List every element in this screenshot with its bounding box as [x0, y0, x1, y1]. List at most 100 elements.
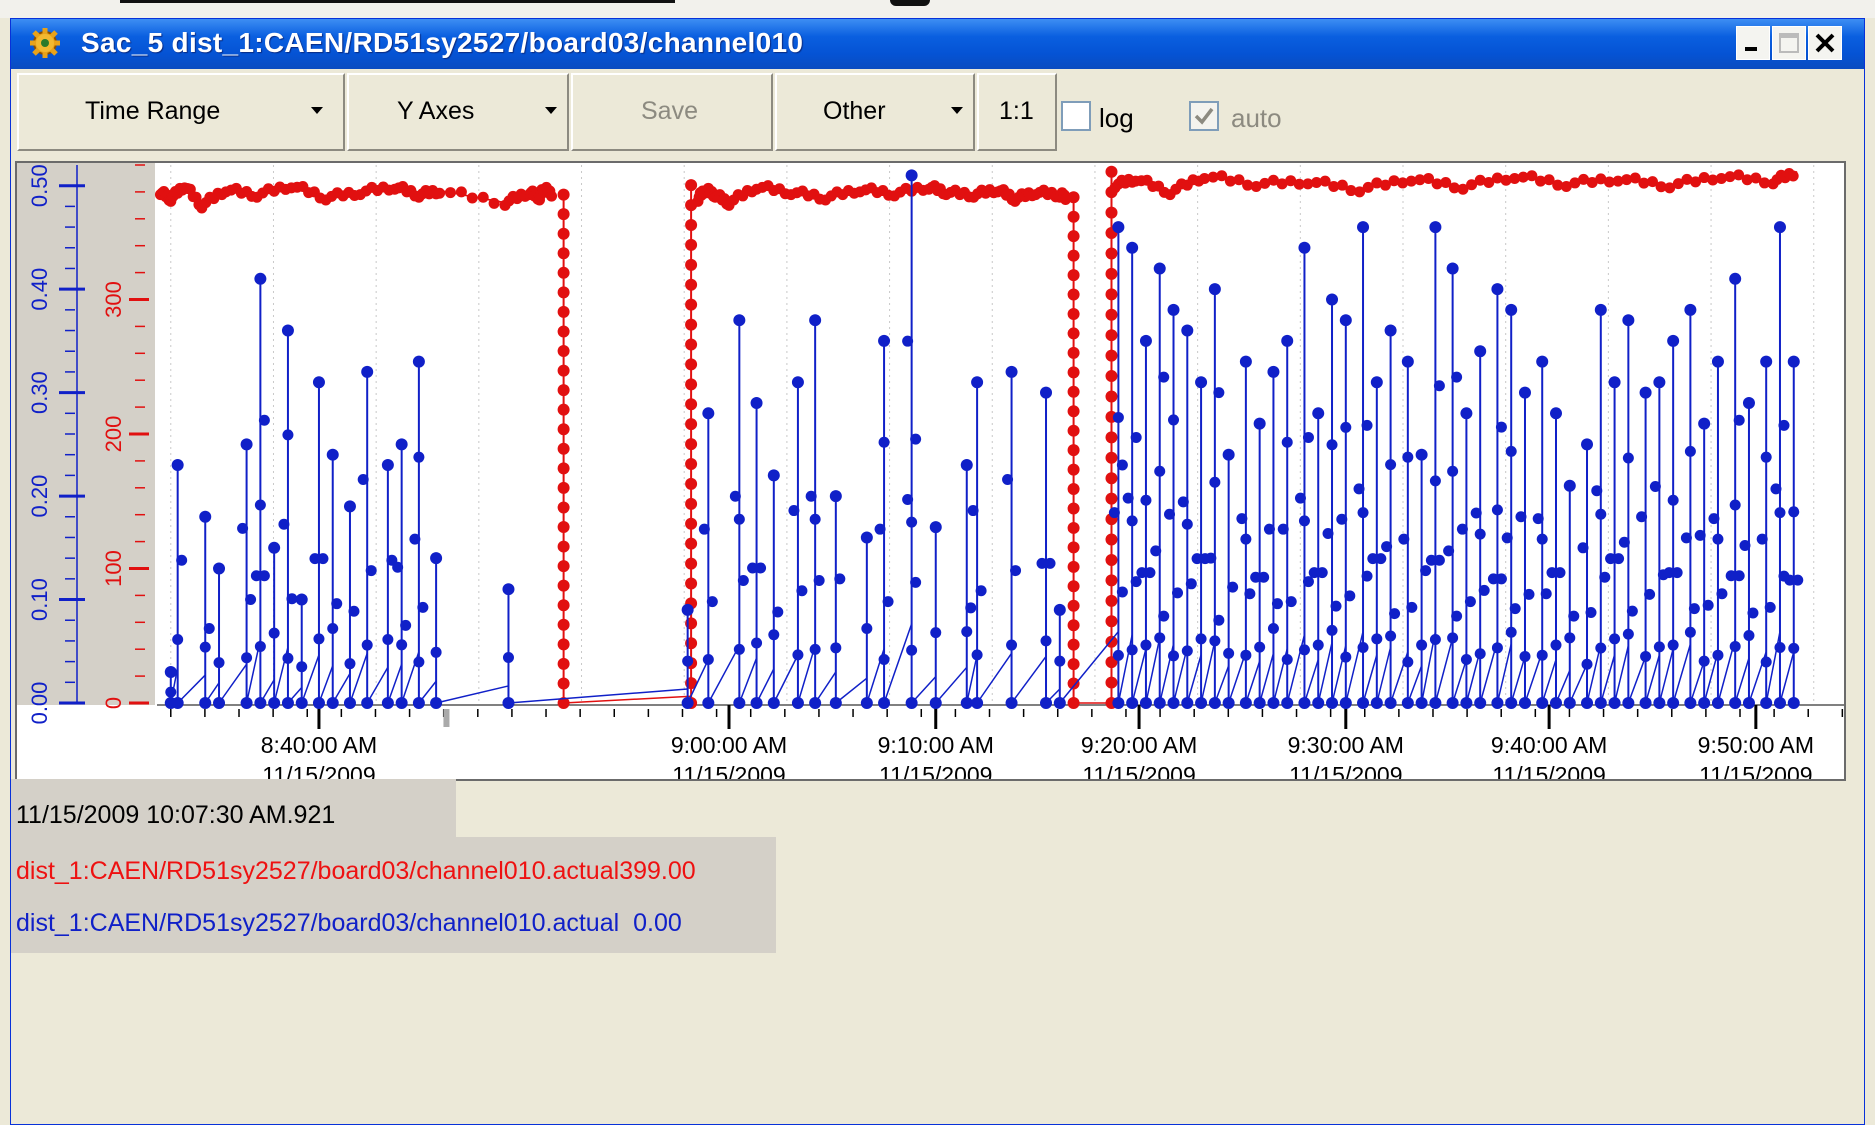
red-data-point	[685, 438, 698, 451]
cursor-timestamp: 11/15/2009 10:07:30 AM.921	[11, 779, 456, 837]
red-data-point	[1224, 175, 1236, 187]
blue-data-point	[930, 627, 942, 639]
blue-connector	[332, 673, 351, 704]
other-dropdown[interactable]: Other	[775, 73, 975, 151]
blue-data-point	[1339, 314, 1352, 327]
red-data-point	[1405, 175, 1417, 187]
blue-connector	[1200, 640, 1216, 704]
y2-tick-label: 0	[101, 697, 126, 709]
blue-data-point	[1622, 314, 1635, 327]
red-data-point	[1517, 171, 1529, 183]
blue-data-point	[1312, 407, 1325, 420]
time-series-chart[interactable]: 0.00 0.10 0.20 0.30 0.40 0.50 0 100 200 300 8:40:0…	[17, 163, 1844, 779]
blue-data-point	[1684, 303, 1697, 316]
red-data-point	[1067, 424, 1080, 437]
blue-data-point	[1505, 303, 1518, 316]
blue-data-point	[1667, 639, 1679, 651]
log-label[interactable]: log	[1099, 103, 1134, 133]
blue-data-point	[1712, 649, 1724, 661]
blue-data-point	[1474, 528, 1486, 540]
blue-data-point	[874, 523, 886, 535]
save-button[interactable]: Save	[571, 73, 773, 151]
red-data-point	[1560, 181, 1572, 193]
blue-data-point	[1389, 608, 1401, 620]
blue-connector	[1689, 660, 1705, 704]
blue-data-point	[1353, 483, 1365, 495]
red-data-point	[1067, 385, 1080, 398]
blue-connector	[508, 688, 688, 704]
red-data-point	[557, 266, 570, 279]
red-data-point	[1681, 173, 1693, 185]
blue-data-point	[1474, 648, 1486, 660]
blue-data-point	[698, 523, 710, 535]
red-data-point	[1293, 178, 1305, 190]
blue-data-point	[1495, 573, 1507, 585]
blue-connector	[1186, 654, 1202, 704]
blue-connector	[883, 623, 913, 704]
red-data-point	[1067, 619, 1080, 632]
blue-data-point	[258, 414, 270, 426]
auto-checkbox[interactable]	[1189, 101, 1219, 131]
red-data-point	[685, 338, 698, 351]
red-data-point	[557, 325, 570, 338]
blue-connector	[966, 654, 978, 704]
blue-data-point	[1653, 641, 1665, 653]
blue-data-point	[1112, 649, 1124, 661]
red-data-point	[557, 247, 570, 260]
red-data-point	[1362, 181, 1374, 193]
readout-red-series: dist_1:CAEN/RD51sy2527/board03/channel01…	[11, 837, 776, 895]
plot-area[interactable]: 0.00 0.10 0.20 0.30 0.40 0.50 0 100 200 300 8:40:0…	[15, 161, 1846, 781]
blue-data-point	[1112, 221, 1125, 234]
blue-connector	[1627, 656, 1647, 704]
y1-tick-label: 0.30	[27, 371, 52, 414]
red-data-point	[1067, 269, 1080, 282]
blue-data-point	[1425, 554, 1437, 566]
log-checkbox[interactable]	[1061, 101, 1091, 131]
blue-data-point	[1747, 607, 1759, 619]
blue-data-point	[1491, 283, 1504, 296]
blue-data-point	[1239, 355, 1252, 368]
blue-data-point	[343, 500, 356, 513]
blue-data-point	[1177, 496, 1189, 508]
blue-data-point	[1429, 221, 1442, 234]
title-bar[interactable]: Sac_5 dist_1:CAEN/RD51sy2527/board03/cha…	[11, 19, 1864, 69]
red-data-point	[1569, 177, 1581, 189]
y-axes-dropdown[interactable]: Y Axes	[347, 73, 569, 151]
blue-data-point	[1549, 407, 1562, 420]
red-data-point	[685, 497, 698, 510]
time-range-dropdown[interactable]: Time Range	[17, 73, 345, 151]
blue-data-point	[1181, 324, 1194, 337]
maximize-button[interactable]	[1772, 26, 1806, 60]
red-data-point	[557, 208, 570, 221]
blue-connector	[1145, 637, 1161, 704]
auto-label[interactable]: auto	[1231, 103, 1282, 133]
blue-connector	[1658, 648, 1674, 704]
red-data-point	[1067, 230, 1080, 243]
red-data-point	[1431, 178, 1443, 190]
blue-data-point	[413, 656, 425, 668]
blue-data-point	[733, 643, 745, 655]
blue-data-point	[1491, 642, 1503, 654]
blue-data-point	[1384, 324, 1397, 337]
readout-red-label: dist_1:CAEN/RD51sy2527/board03/channel01…	[16, 857, 620, 885]
blue-data-point	[1361, 570, 1373, 582]
blue-data-point	[1154, 465, 1166, 477]
red-data-point	[1345, 185, 1357, 197]
blue-connector	[418, 680, 437, 704]
minimize-button[interactable]	[1736, 26, 1770, 60]
close-button[interactable]	[1808, 26, 1842, 60]
red-data-point	[1105, 288, 1118, 301]
x-axis: 8:40:00 AM 11/15/2009 9:00:00 AM 11/15/2009…	[157, 704, 1844, 779]
blue-data-point	[1298, 241, 1311, 254]
blue-data-point	[809, 643, 821, 655]
aspect-ratio-button[interactable]: 1:1	[977, 73, 1057, 151]
red-data-point	[685, 418, 698, 431]
blue-connector	[1524, 651, 1543, 704]
blue-data-point	[1298, 644, 1310, 656]
blue-data-point	[1263, 523, 1275, 535]
blue-data-point	[502, 651, 514, 663]
blue-data-point	[172, 634, 184, 646]
blue-data-point	[1209, 476, 1221, 488]
x-tick-date-label: 11/15/2009	[1699, 762, 1812, 779]
blue-data-point	[1406, 601, 1418, 613]
